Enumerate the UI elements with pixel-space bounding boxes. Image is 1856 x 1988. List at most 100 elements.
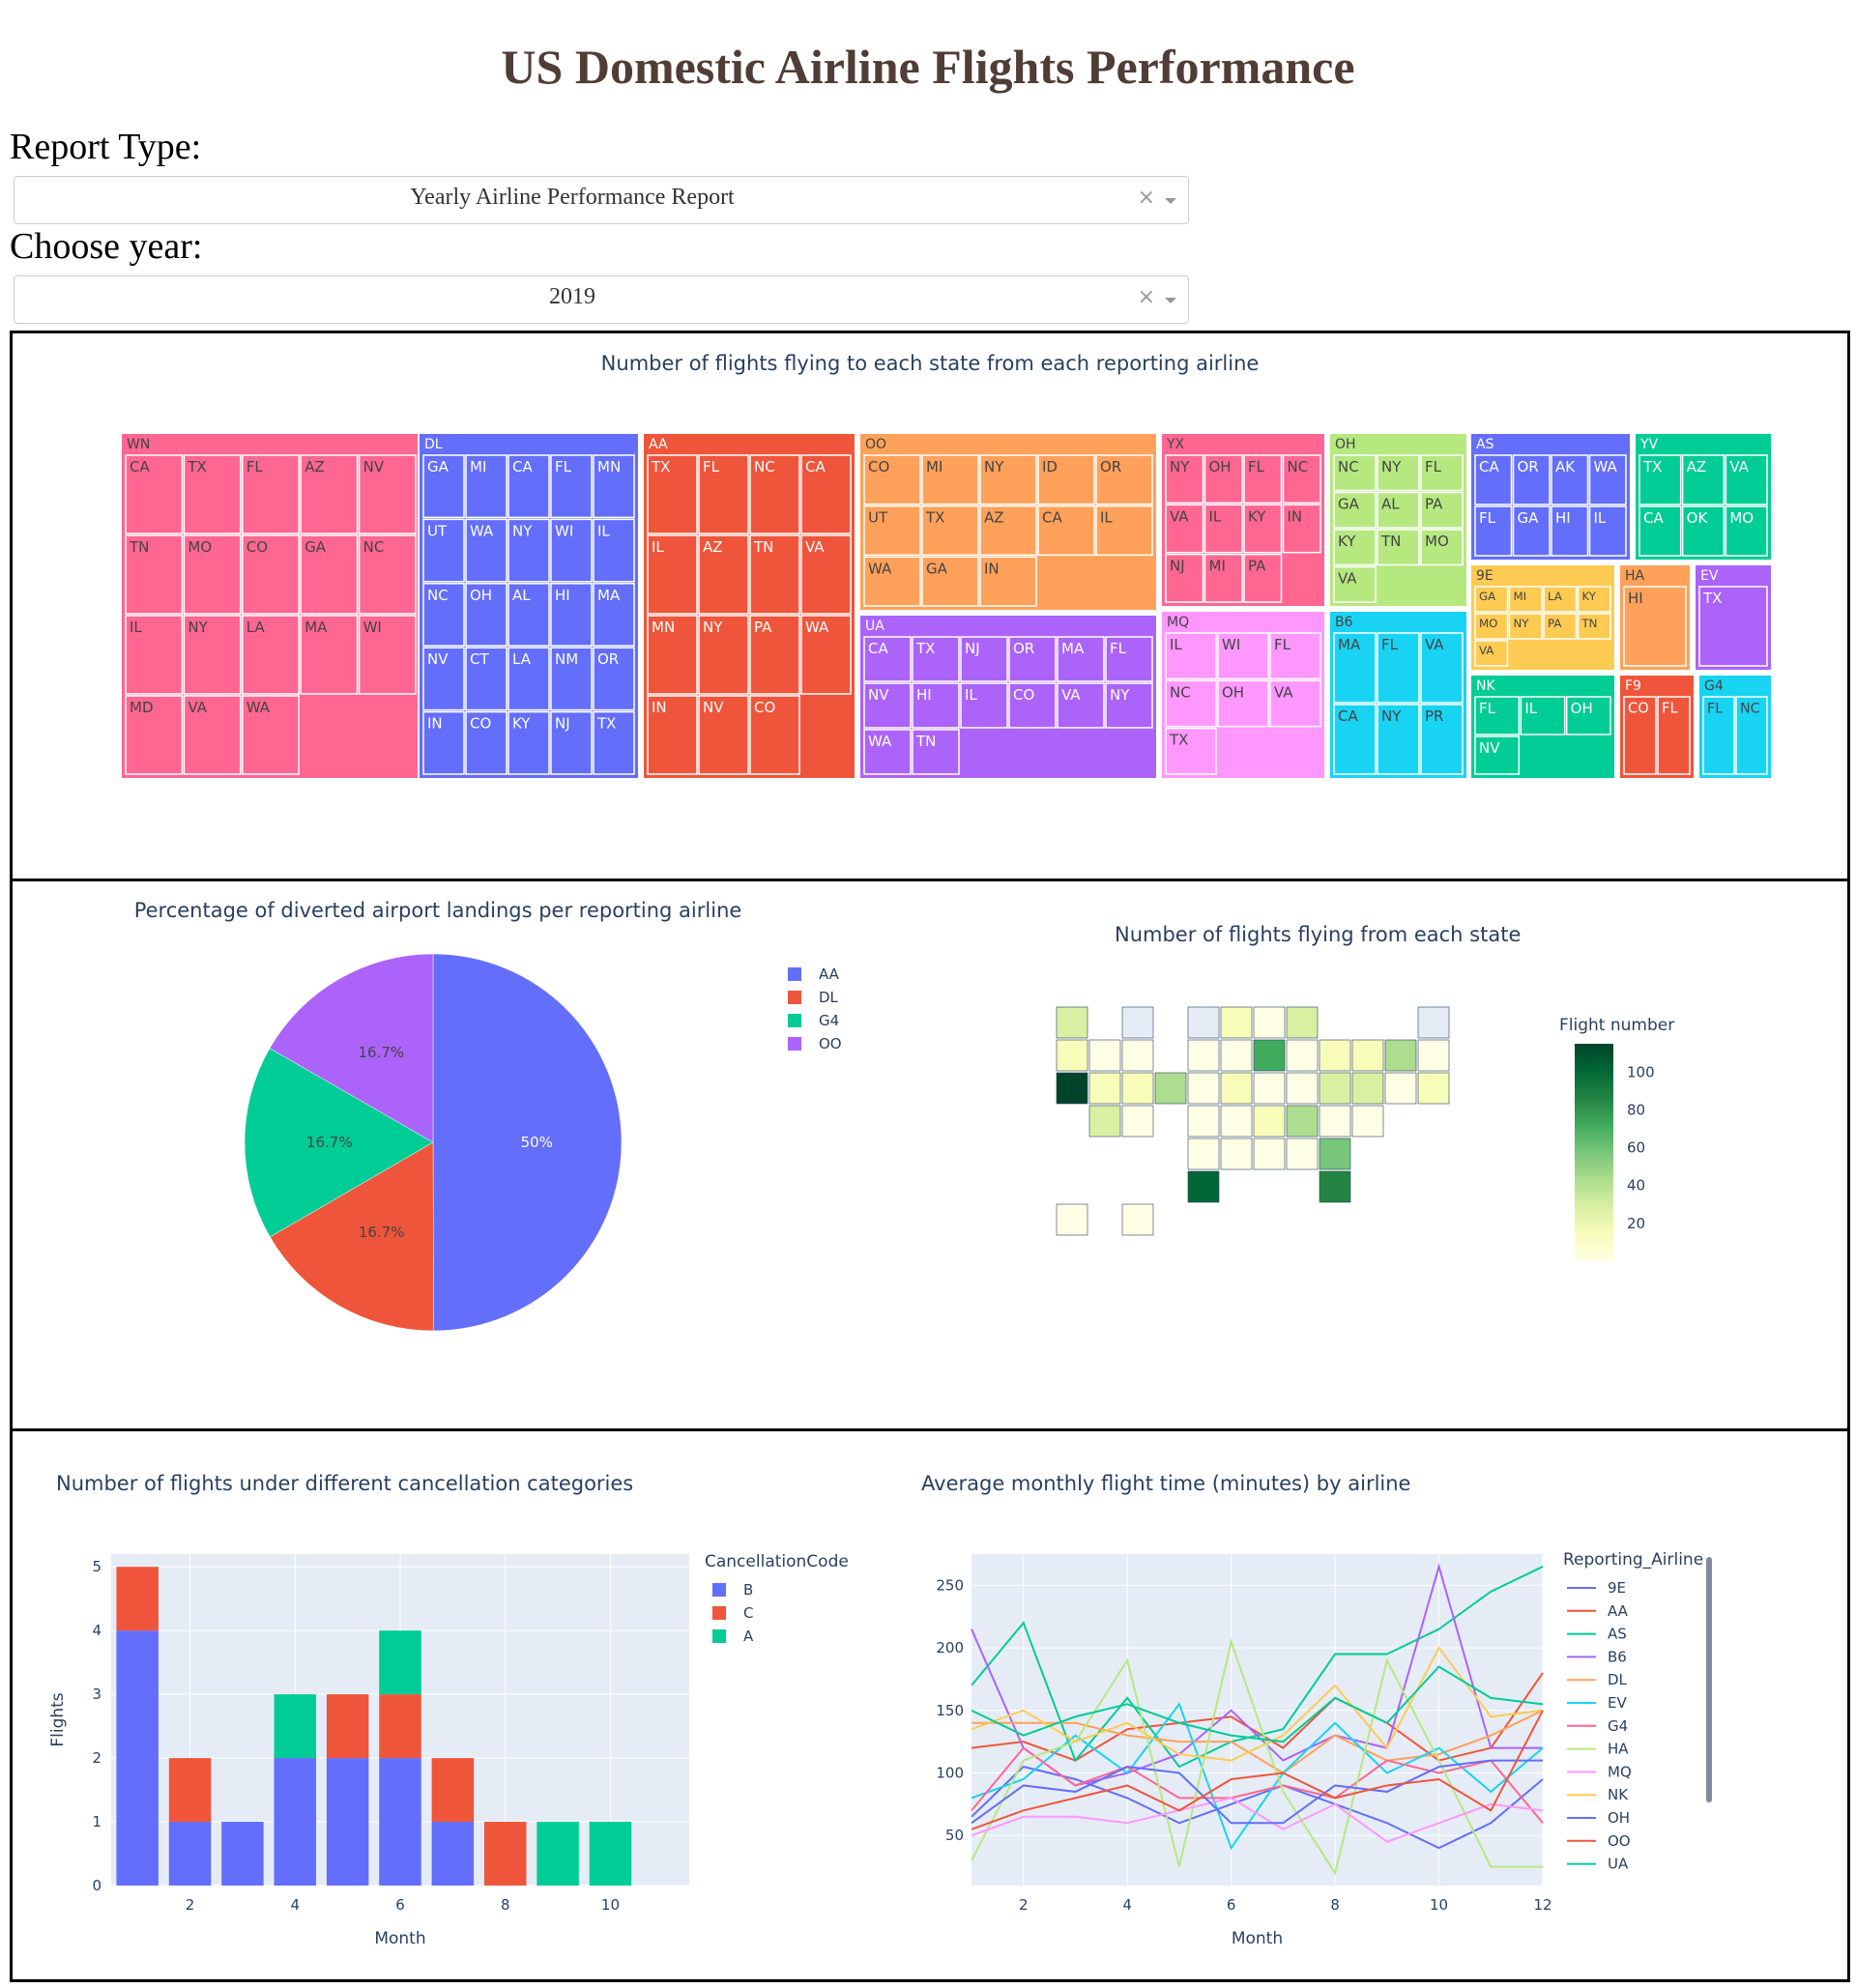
treemap-tile[interactable] <box>1269 679 1321 728</box>
treemap-tile[interactable] <box>800 534 852 615</box>
treemap-tile[interactable] <box>242 454 300 534</box>
map-state-ok[interactable] <box>1187 1138 1220 1170</box>
treemap-tile[interactable] <box>300 534 359 615</box>
treemap-tile[interactable] <box>1551 454 1589 505</box>
map-state-ne[interactable] <box>1187 1072 1220 1105</box>
treemap-tile[interactable] <box>242 695 300 775</box>
map-state-sd[interactable] <box>1187 1039 1220 1072</box>
map-state-nd[interactable] <box>1187 1006 1220 1039</box>
treemap-tile[interactable] <box>422 518 465 583</box>
treemap-tile[interactable] <box>1638 505 1682 557</box>
treemap-tile[interactable] <box>1095 504 1153 557</box>
treemap-tile[interactable] <box>698 534 749 615</box>
legend-swatch[interactable] <box>788 1014 801 1027</box>
treemap-tile[interactable] <box>1377 704 1420 775</box>
treemap-tile[interactable] <box>465 710 508 775</box>
map-state-vt[interactable] <box>1417 1039 1450 1072</box>
map-state-md[interactable] <box>1351 1105 1384 1138</box>
treemap-tile[interactable] <box>1508 586 1543 613</box>
line-series-g4[interactable] <box>971 1746 1544 1824</box>
treemap-tile[interactable] <box>960 636 1008 682</box>
bar-a-month-10[interactable] <box>589 1822 632 1886</box>
treemap-tile[interactable] <box>1165 632 1217 680</box>
treemap-tile[interactable] <box>183 695 242 775</box>
treemap-tile[interactable] <box>508 710 550 775</box>
treemap-tile[interactable] <box>1243 454 1283 504</box>
treemap-tile[interactable] <box>550 647 593 711</box>
treemap-tile[interactable] <box>749 534 800 615</box>
treemap-tile[interactable] <box>1377 491 1420 529</box>
line-series-ev[interactable] <box>971 1702 1544 1851</box>
line-series-aa[interactable] <box>971 1672 1544 1762</box>
treemap-tile[interactable] <box>465 518 508 583</box>
treemap-tile[interactable] <box>1551 505 1589 557</box>
treemap-tile[interactable] <box>698 454 749 534</box>
treemap-tile[interactable] <box>1037 454 1095 505</box>
line-series-oh[interactable] <box>971 1759 1543 1825</box>
treemap-tile[interactable] <box>1543 613 1578 640</box>
treemap-tile[interactable] <box>749 695 800 775</box>
bar-b-month-4[interactable] <box>274 1758 317 1886</box>
map-state-tn[interactable] <box>1253 1105 1286 1138</box>
map-state-nv[interactable] <box>1088 1072 1121 1105</box>
treemap-tile[interactable] <box>125 695 184 775</box>
map-state-ar[interactable] <box>1220 1105 1253 1138</box>
treemap-tile[interactable] <box>1165 679 1217 728</box>
pie-slice-aa[interactable] <box>432 953 623 1332</box>
bar-b-month-2[interactable] <box>168 1822 212 1886</box>
treemap-tile[interactable] <box>1008 636 1057 682</box>
map-state-pa[interactable] <box>1351 1039 1384 1072</box>
map-state-mt[interactable] <box>1121 1006 1154 1039</box>
bar-chart[interactable]: Number of flights under different cancel… <box>13 1431 921 1979</box>
treemap-tile[interactable] <box>1008 682 1057 729</box>
bar-a-month-6[interactable] <box>379 1630 421 1695</box>
treemap-tile[interactable] <box>979 556 1037 607</box>
bar-b-month-3[interactable] <box>221 1822 264 1886</box>
treemap-tile[interactable] <box>593 518 635 583</box>
treemap-tile[interactable] <box>465 583 508 647</box>
line-series-mq[interactable] <box>971 1797 1544 1843</box>
legend-scrollbar[interactable] <box>1706 1557 1712 1802</box>
treemap-tile[interactable] <box>863 556 921 607</box>
chevron-down-icon[interactable] <box>1165 298 1176 303</box>
treemap-tile[interactable] <box>1702 696 1735 775</box>
treemap-tile[interactable] <box>1638 454 1682 505</box>
map-state-ca[interactable] <box>1056 1072 1088 1105</box>
map-state-nj[interactable] <box>1351 1072 1384 1105</box>
treemap-tile[interactable] <box>422 647 465 711</box>
treemap-tile[interactable] <box>863 729 912 775</box>
treemap-tile[interactable] <box>863 682 912 729</box>
map-state-nc[interactable] <box>1286 1105 1319 1138</box>
treemap-tile[interactable] <box>1577 586 1611 613</box>
treemap-tile[interactable] <box>1474 454 1513 505</box>
map-state-al[interactable] <box>1286 1138 1319 1170</box>
map-state-wy[interactable] <box>1121 1039 1154 1072</box>
treemap-tile[interactable] <box>1165 504 1204 554</box>
treemap-tile[interactable] <box>1243 504 1283 554</box>
legend-swatch[interactable] <box>712 1629 726 1643</box>
treemap-tile[interactable] <box>593 710 635 775</box>
bar-a-month-9[interactable] <box>536 1822 579 1886</box>
treemap-tile[interactable] <box>1420 632 1464 704</box>
treemap-tile[interactable] <box>912 636 960 682</box>
treemap-tile[interactable] <box>1420 454 1464 492</box>
treemap-tile[interactable] <box>1037 504 1095 557</box>
legend-swatch[interactable] <box>712 1583 726 1597</box>
treemap-tile[interactable] <box>1623 696 1657 775</box>
treemap-tile[interactable] <box>960 682 1008 729</box>
treemap-tile[interactable] <box>1420 491 1464 529</box>
map-state-in[interactable] <box>1286 1039 1319 1072</box>
treemap-tile[interactable] <box>1057 682 1105 729</box>
map-state-id[interactable] <box>1088 1039 1121 1072</box>
treemap-tile[interactable] <box>800 454 852 534</box>
map-state-mn[interactable] <box>1220 1006 1253 1039</box>
map-state-ky[interactable] <box>1253 1072 1286 1105</box>
map-state-ny[interactable] <box>1384 1039 1417 1072</box>
treemap-tile[interactable] <box>1420 704 1464 775</box>
treemap-tile[interactable] <box>1543 586 1578 613</box>
treemap-tile[interactable] <box>1269 632 1321 680</box>
bar-c-month-8[interactable] <box>483 1822 527 1886</box>
treemap-tile[interactable] <box>1282 454 1321 504</box>
map-state-il[interactable] <box>1253 1039 1286 1072</box>
treemap-tile[interactable] <box>1204 504 1243 554</box>
